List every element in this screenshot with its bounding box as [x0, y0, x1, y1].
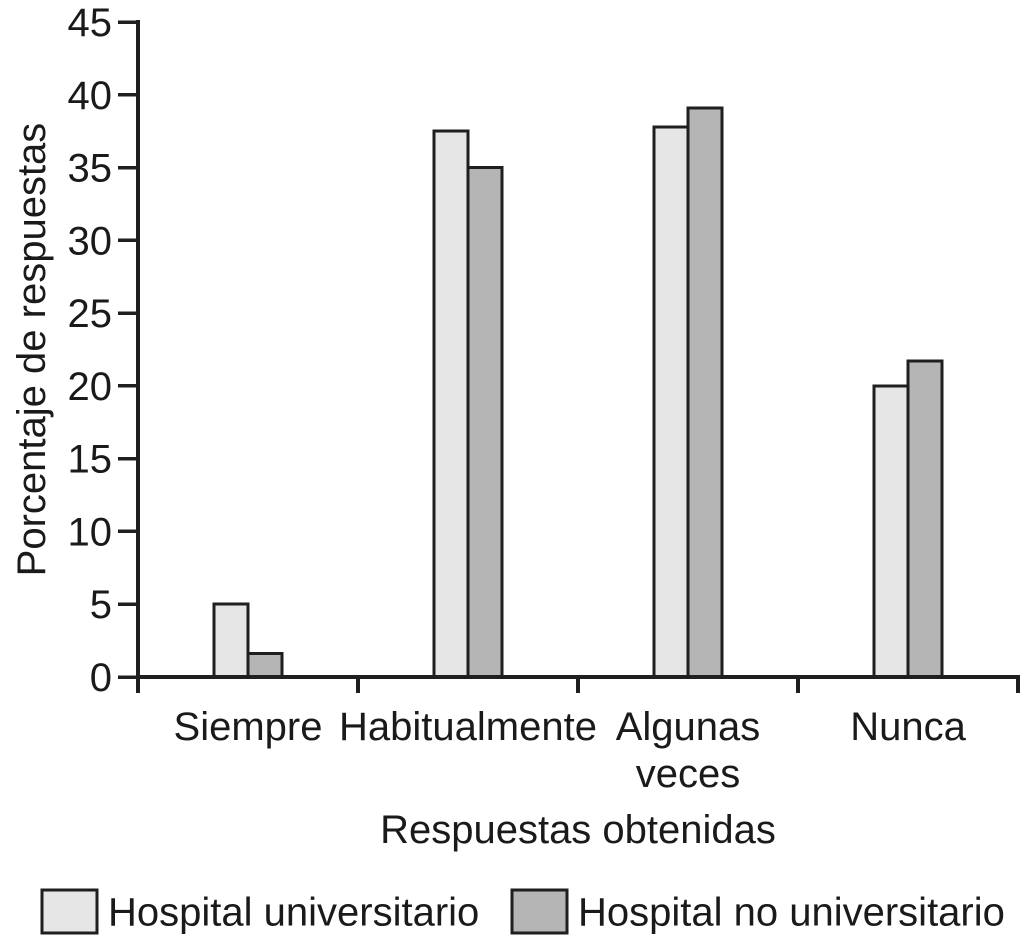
- bar-hospital-no-universitario-nunca: [906, 359, 944, 679]
- bar-hospital-no-universitario-siempre: [246, 652, 284, 679]
- legend-label-hospital-universitario: Hospital universitario: [108, 891, 479, 935]
- y-tick-label: 5: [90, 583, 112, 627]
- bar-hospital-no-universitario-algunas-veces: [686, 106, 724, 679]
- legend-swatch-hospital-universitario: [40, 888, 99, 935]
- x-category-label-siempre: Siempre: [174, 705, 323, 749]
- y-tick-label: 20: [68, 365, 113, 409]
- y-tick-label: 45: [68, 1, 113, 45]
- bar-hospital-universitario-nunca: [872, 384, 910, 679]
- legend-swatch-hospital-no-universitario: [510, 888, 569, 935]
- y-tick-label: 25: [68, 292, 113, 336]
- y-tick-label: 35: [68, 147, 113, 191]
- y-tick-label: 0: [90, 656, 112, 700]
- x-category-label-habitualmente: Habitualmente: [339, 705, 597, 749]
- bar-hospital-no-universitario-habitualmente: [466, 166, 504, 679]
- bar-hospital-universitario-habitualmente: [432, 129, 470, 679]
- y-axis-title: Porcentaje de respuestas: [10, 123, 54, 577]
- y-tick-label: 30: [68, 219, 113, 263]
- legend-label-hospital-no-universitario: Hospital no universitario: [578, 891, 1005, 935]
- x-category-label-nunca: Nunca: [850, 705, 966, 749]
- bar-hospital-universitario-algunas-veces: [652, 125, 690, 679]
- y-tick-label: 15: [68, 438, 113, 482]
- y-tick-label: 10: [68, 510, 113, 554]
- x-axis-title: Respuestas obtenidas: [380, 808, 776, 852]
- y-tick-label: 40: [68, 74, 113, 118]
- bar-hospital-universitario-siempre: [212, 602, 250, 679]
- x-category-label-algunas-veces: veces: [636, 752, 741, 796]
- x-category-label-algunas-veces: Algunas: [616, 705, 761, 749]
